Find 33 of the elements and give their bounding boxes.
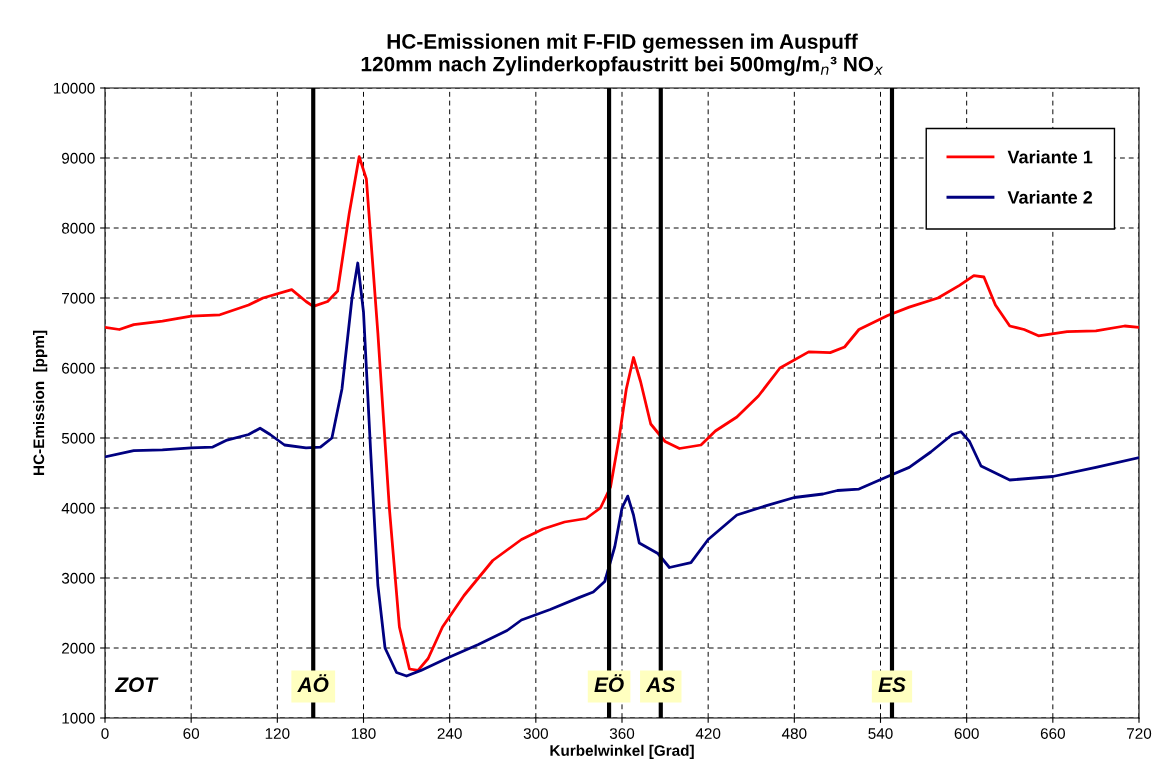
legend-label: Variante 2 [1007,190,1093,204]
x-tick-label: 0 [101,728,109,739]
y-tick-label: 4000 [61,502,95,514]
x-tick-label: 360 [609,728,635,739]
y-tick-label: 9000 [62,152,95,164]
x-tick-label: 240 [437,728,462,739]
ref-line-label: AÖ [297,674,329,693]
y-tick-label: 1000 [62,712,95,724]
ref-line-label: AS [645,677,676,693]
y-tick-label: 3000 [61,572,95,584]
x-tick-label: 660 [1040,728,1065,739]
x-tick-label: 120 [265,728,290,739]
legend-label: Variante 1 [1007,150,1093,164]
x-tick-label: 480 [781,728,807,739]
chart-title: HC-Emissionen mit F-FID gemessen im Auspuff 120mm nach Zylinderkopfaustritt bei 500mg/m$_{n}$³ NO$_{x}$ [361,33,883,76]
x-tick-label: 180 [351,728,376,739]
ref-line-label: ES [878,677,906,693]
x-axis-title: Kurbelwinkel [Grad] [550,744,694,759]
y-tick-label: 8000 [61,222,95,234]
annotation: ZOT [114,677,159,693]
y-tick-label: 5000 [61,432,95,444]
y-tick-label: 2000 [62,642,95,654]
x-tick-label: 540 [868,728,893,739]
x-tick-label: 300 [523,728,548,739]
y-tick-label: 7000 [62,292,95,304]
x-tick-label: 600 [954,728,979,739]
y-tick-label: 10000 [53,82,95,94]
y-tick-label: 6000 [62,362,95,374]
x-tick-label: 720 [1127,728,1152,739]
x-tick-label: 420 [695,728,721,739]
x-tick-label: 60 [183,728,200,739]
ref-line-label: EÖ [594,674,624,693]
y-axis-title: HC-Emission [ppm] [33,330,48,475]
